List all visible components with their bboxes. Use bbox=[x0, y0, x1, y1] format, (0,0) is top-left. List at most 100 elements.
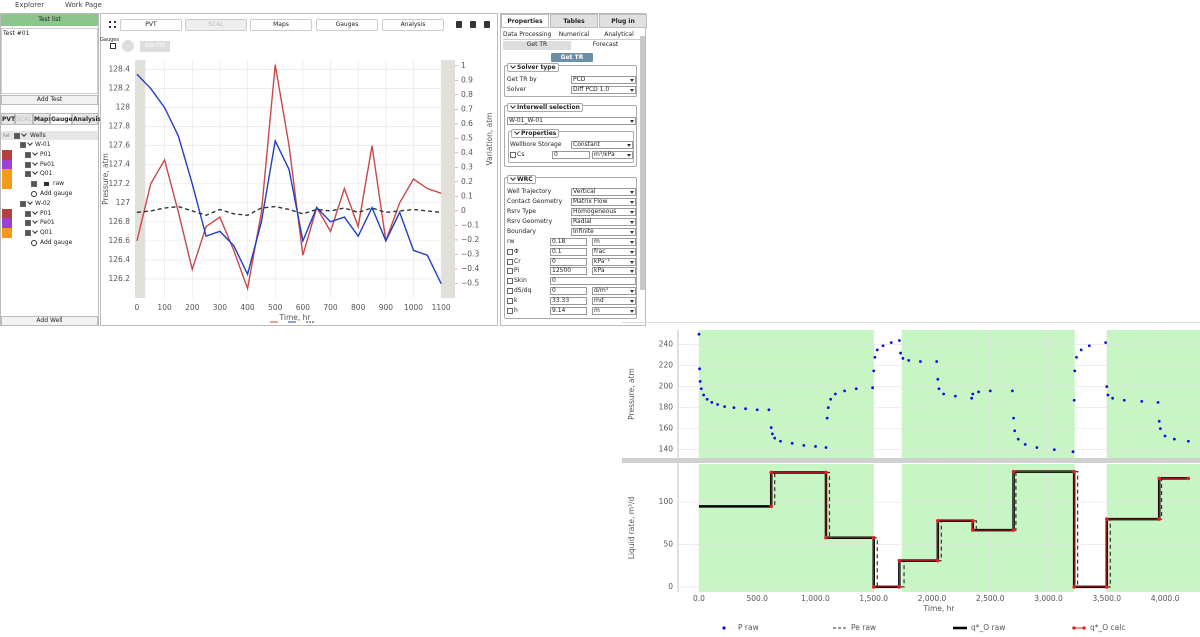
checkbox[interactable] bbox=[507, 258, 513, 265]
add-icon[interactable] bbox=[31, 191, 37, 197]
menu-item[interactable]: Work Page bbox=[65, 1, 102, 9]
checkbox[interactable] bbox=[507, 248, 513, 255]
select-arrow bbox=[630, 309, 634, 313]
checkbox[interactable] bbox=[20, 200, 26, 207]
select[interactable]: Matrix Flow bbox=[571, 198, 636, 206]
checkbox[interactable] bbox=[25, 220, 31, 227]
select[interactable]: Homogeneous bbox=[571, 208, 636, 216]
input[interactable]: 0 bbox=[552, 151, 590, 159]
select[interactable]: W-01_W-01 bbox=[507, 117, 636, 125]
tab[interactable]: SCAL bbox=[185, 19, 247, 31]
tree-action[interactable]: Add gauge bbox=[40, 239, 73, 246]
input[interactable]: 0 bbox=[550, 277, 636, 286]
button[interactable]: Add Well bbox=[1, 316, 98, 326]
select[interactable]: m bbox=[592, 306, 636, 315]
button[interactable]: Add Test bbox=[1, 95, 98, 105]
toolbar-icon[interactable] bbox=[456, 21, 462, 28]
tab[interactable]: Analysis bbox=[382, 19, 444, 31]
mode-tab[interactable]: Get TR bbox=[503, 41, 571, 50]
icon-button[interactable] bbox=[122, 40, 134, 52]
tree-label[interactable]: P01 bbox=[40, 150, 52, 158]
tab[interactable]: Gauges bbox=[50, 113, 76, 125]
tab[interactable]: Properties bbox=[501, 14, 549, 28]
tree-label[interactable]: Pe01 bbox=[40, 160, 55, 168]
select[interactable]: kPa bbox=[592, 267, 636, 276]
chart-panel bbox=[622, 322, 1200, 637]
toolbar-icon[interactable] bbox=[470, 21, 476, 28]
tab[interactable]: Maps bbox=[33, 113, 52, 125]
tab[interactable]: SCAL bbox=[15, 113, 33, 125]
select-arrow bbox=[630, 290, 634, 293]
tree-ref: Ref bbox=[3, 133, 10, 138]
checkbox[interactable] bbox=[507, 268, 513, 275]
input[interactable]: 0 bbox=[550, 257, 587, 266]
menu-item[interactable]: Explorer bbox=[15, 1, 45, 9]
subtab[interactable]: Data Processing bbox=[503, 31, 552, 40]
tree-label[interactable]: W-02 bbox=[35, 199, 51, 207]
select[interactable]: frac bbox=[592, 247, 636, 256]
checkbox[interactable] bbox=[31, 181, 37, 188]
tree-label[interactable]: raw bbox=[53, 180, 65, 188]
field-label: Well Trajectory bbox=[507, 188, 552, 195]
select[interactable]: d/m³ bbox=[592, 287, 636, 295]
tab[interactable]: PVT bbox=[120, 19, 182, 31]
input[interactable]: 0.18 bbox=[550, 238, 587, 246]
field-label: Contact Geometry bbox=[507, 198, 563, 205]
tree-label[interactable]: P01 bbox=[40, 209, 52, 217]
checkbox[interactable] bbox=[25, 210, 31, 217]
checkbox[interactable] bbox=[507, 278, 513, 285]
select[interactable]: Vertical bbox=[571, 188, 636, 196]
input[interactable]: 33.33 bbox=[550, 296, 587, 305]
tab[interactable]: Tables bbox=[550, 14, 598, 28]
select[interactable]: PCD bbox=[571, 76, 636, 84]
input[interactable]: 0.1 bbox=[550, 247, 587, 256]
field-label: Cr bbox=[514, 257, 521, 265]
properties-panel bbox=[500, 13, 646, 326]
tab[interactable]: Analysis bbox=[72, 113, 101, 125]
select[interactable]: md bbox=[592, 296, 636, 305]
tree-label[interactable]: Q01 bbox=[40, 170, 53, 178]
select-arrow bbox=[630, 211, 634, 214]
calendar-icon[interactable] bbox=[110, 43, 116, 49]
checkbox[interactable] bbox=[507, 288, 513, 294]
section-header: Solver type bbox=[507, 63, 559, 72]
checkbox[interactable] bbox=[507, 307, 513, 314]
tree-action[interactable]: Add gauge bbox=[40, 190, 73, 197]
tab[interactable]: PVT bbox=[1, 113, 15, 125]
tab[interactable]: Gauges bbox=[316, 19, 378, 31]
subtab[interactable]: Numerical bbox=[550, 31, 598, 40]
select[interactable]: kPa⁻¹ bbox=[592, 257, 636, 266]
test-item[interactable]: Test #01 bbox=[3, 30, 30, 37]
checkbox[interactable] bbox=[507, 297, 513, 304]
tree-label[interactable]: Pe01 bbox=[40, 219, 55, 227]
checkbox[interactable] bbox=[510, 152, 516, 158]
checkbox[interactable] bbox=[25, 151, 31, 158]
button[interactable]: Add PTA bbox=[140, 41, 170, 52]
input[interactable]: 12500 bbox=[550, 267, 587, 276]
select[interactable]: m bbox=[592, 238, 636, 246]
checkbox[interactable] bbox=[20, 142, 26, 148]
checkbox[interactable] bbox=[14, 133, 20, 139]
test-list bbox=[1, 28, 98, 94]
select[interactable]: Radial bbox=[571, 218, 636, 226]
tree-label[interactable]: Q01 bbox=[40, 229, 53, 237]
toolbar-icon[interactable] bbox=[484, 21, 490, 28]
mode-tab[interactable]: Forecast bbox=[571, 41, 640, 50]
checkbox[interactable] bbox=[25, 161, 31, 168]
field-label: Skin bbox=[514, 277, 527, 285]
input[interactable]: 0 bbox=[550, 287, 587, 295]
grid-icon[interactable] bbox=[109, 21, 116, 28]
checkbox[interactable] bbox=[25, 230, 31, 237]
select[interactable]: Infinite bbox=[571, 228, 636, 236]
subtab[interactable]: Analytical bbox=[598, 31, 640, 40]
add-icon[interactable] bbox=[31, 240, 37, 246]
primary-button[interactable]: Get TR bbox=[551, 53, 593, 62]
select[interactable]: m³/kPa bbox=[592, 151, 633, 159]
tree-label[interactable]: W-01 bbox=[35, 141, 51, 148]
select[interactable]: Diff PCD 1.0 bbox=[571, 86, 636, 94]
input[interactable]: 9.14 bbox=[550, 306, 587, 315]
tab[interactable]: Maps bbox=[250, 19, 312, 31]
select[interactable]: Constant bbox=[571, 141, 633, 149]
checkbox[interactable] bbox=[25, 171, 31, 178]
tab[interactable]: Plug in bbox=[599, 14, 647, 28]
